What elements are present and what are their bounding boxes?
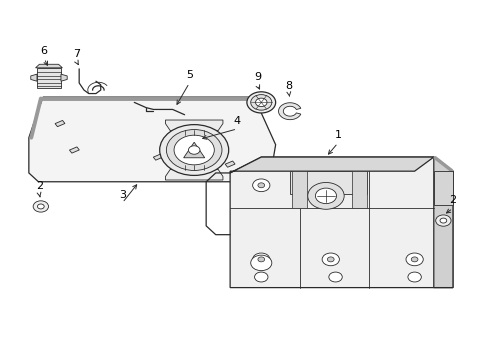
Polygon shape — [36, 64, 62, 68]
Polygon shape — [183, 142, 204, 158]
Text: 8: 8 — [285, 81, 292, 91]
Circle shape — [328, 272, 342, 282]
Polygon shape — [31, 74, 37, 81]
Circle shape — [407, 272, 421, 282]
Circle shape — [160, 125, 228, 175]
Circle shape — [254, 272, 267, 282]
Polygon shape — [165, 120, 223, 131]
Circle shape — [327, 257, 333, 262]
Circle shape — [188, 146, 200, 154]
Circle shape — [322, 253, 339, 266]
Polygon shape — [230, 157, 433, 173]
Circle shape — [257, 183, 264, 188]
FancyBboxPatch shape — [37, 68, 61, 87]
Circle shape — [257, 257, 264, 262]
Text: 7: 7 — [73, 49, 80, 59]
Circle shape — [252, 179, 269, 192]
Polygon shape — [433, 171, 452, 205]
Text: 5: 5 — [185, 70, 192, 80]
Polygon shape — [29, 97, 275, 182]
Polygon shape — [69, 147, 79, 153]
Text: 2: 2 — [36, 181, 43, 192]
Circle shape — [38, 204, 44, 209]
Polygon shape — [153, 154, 163, 160]
Polygon shape — [165, 170, 223, 180]
Circle shape — [405, 253, 423, 266]
Polygon shape — [292, 171, 306, 208]
Text: 9: 9 — [253, 72, 261, 82]
Circle shape — [250, 95, 271, 110]
Circle shape — [174, 135, 214, 165]
Polygon shape — [225, 161, 235, 167]
Circle shape — [307, 183, 344, 209]
Circle shape — [252, 253, 269, 266]
Circle shape — [255, 98, 266, 107]
Text: 4: 4 — [233, 116, 241, 126]
Text: 6: 6 — [41, 45, 48, 55]
Text: 3: 3 — [119, 190, 125, 200]
Polygon shape — [278, 103, 300, 120]
Circle shape — [439, 218, 446, 223]
Circle shape — [166, 130, 222, 171]
Polygon shape — [351, 171, 366, 208]
Circle shape — [410, 257, 417, 262]
Polygon shape — [289, 171, 366, 194]
Circle shape — [315, 188, 336, 204]
Text: 1: 1 — [334, 130, 341, 140]
Polygon shape — [61, 74, 67, 81]
Polygon shape — [55, 121, 65, 127]
Circle shape — [33, 201, 48, 212]
Text: 2: 2 — [448, 195, 456, 206]
Circle shape — [435, 215, 450, 226]
Circle shape — [250, 255, 271, 271]
Circle shape — [246, 92, 275, 113]
Polygon shape — [230, 157, 452, 288]
Polygon shape — [433, 157, 452, 288]
